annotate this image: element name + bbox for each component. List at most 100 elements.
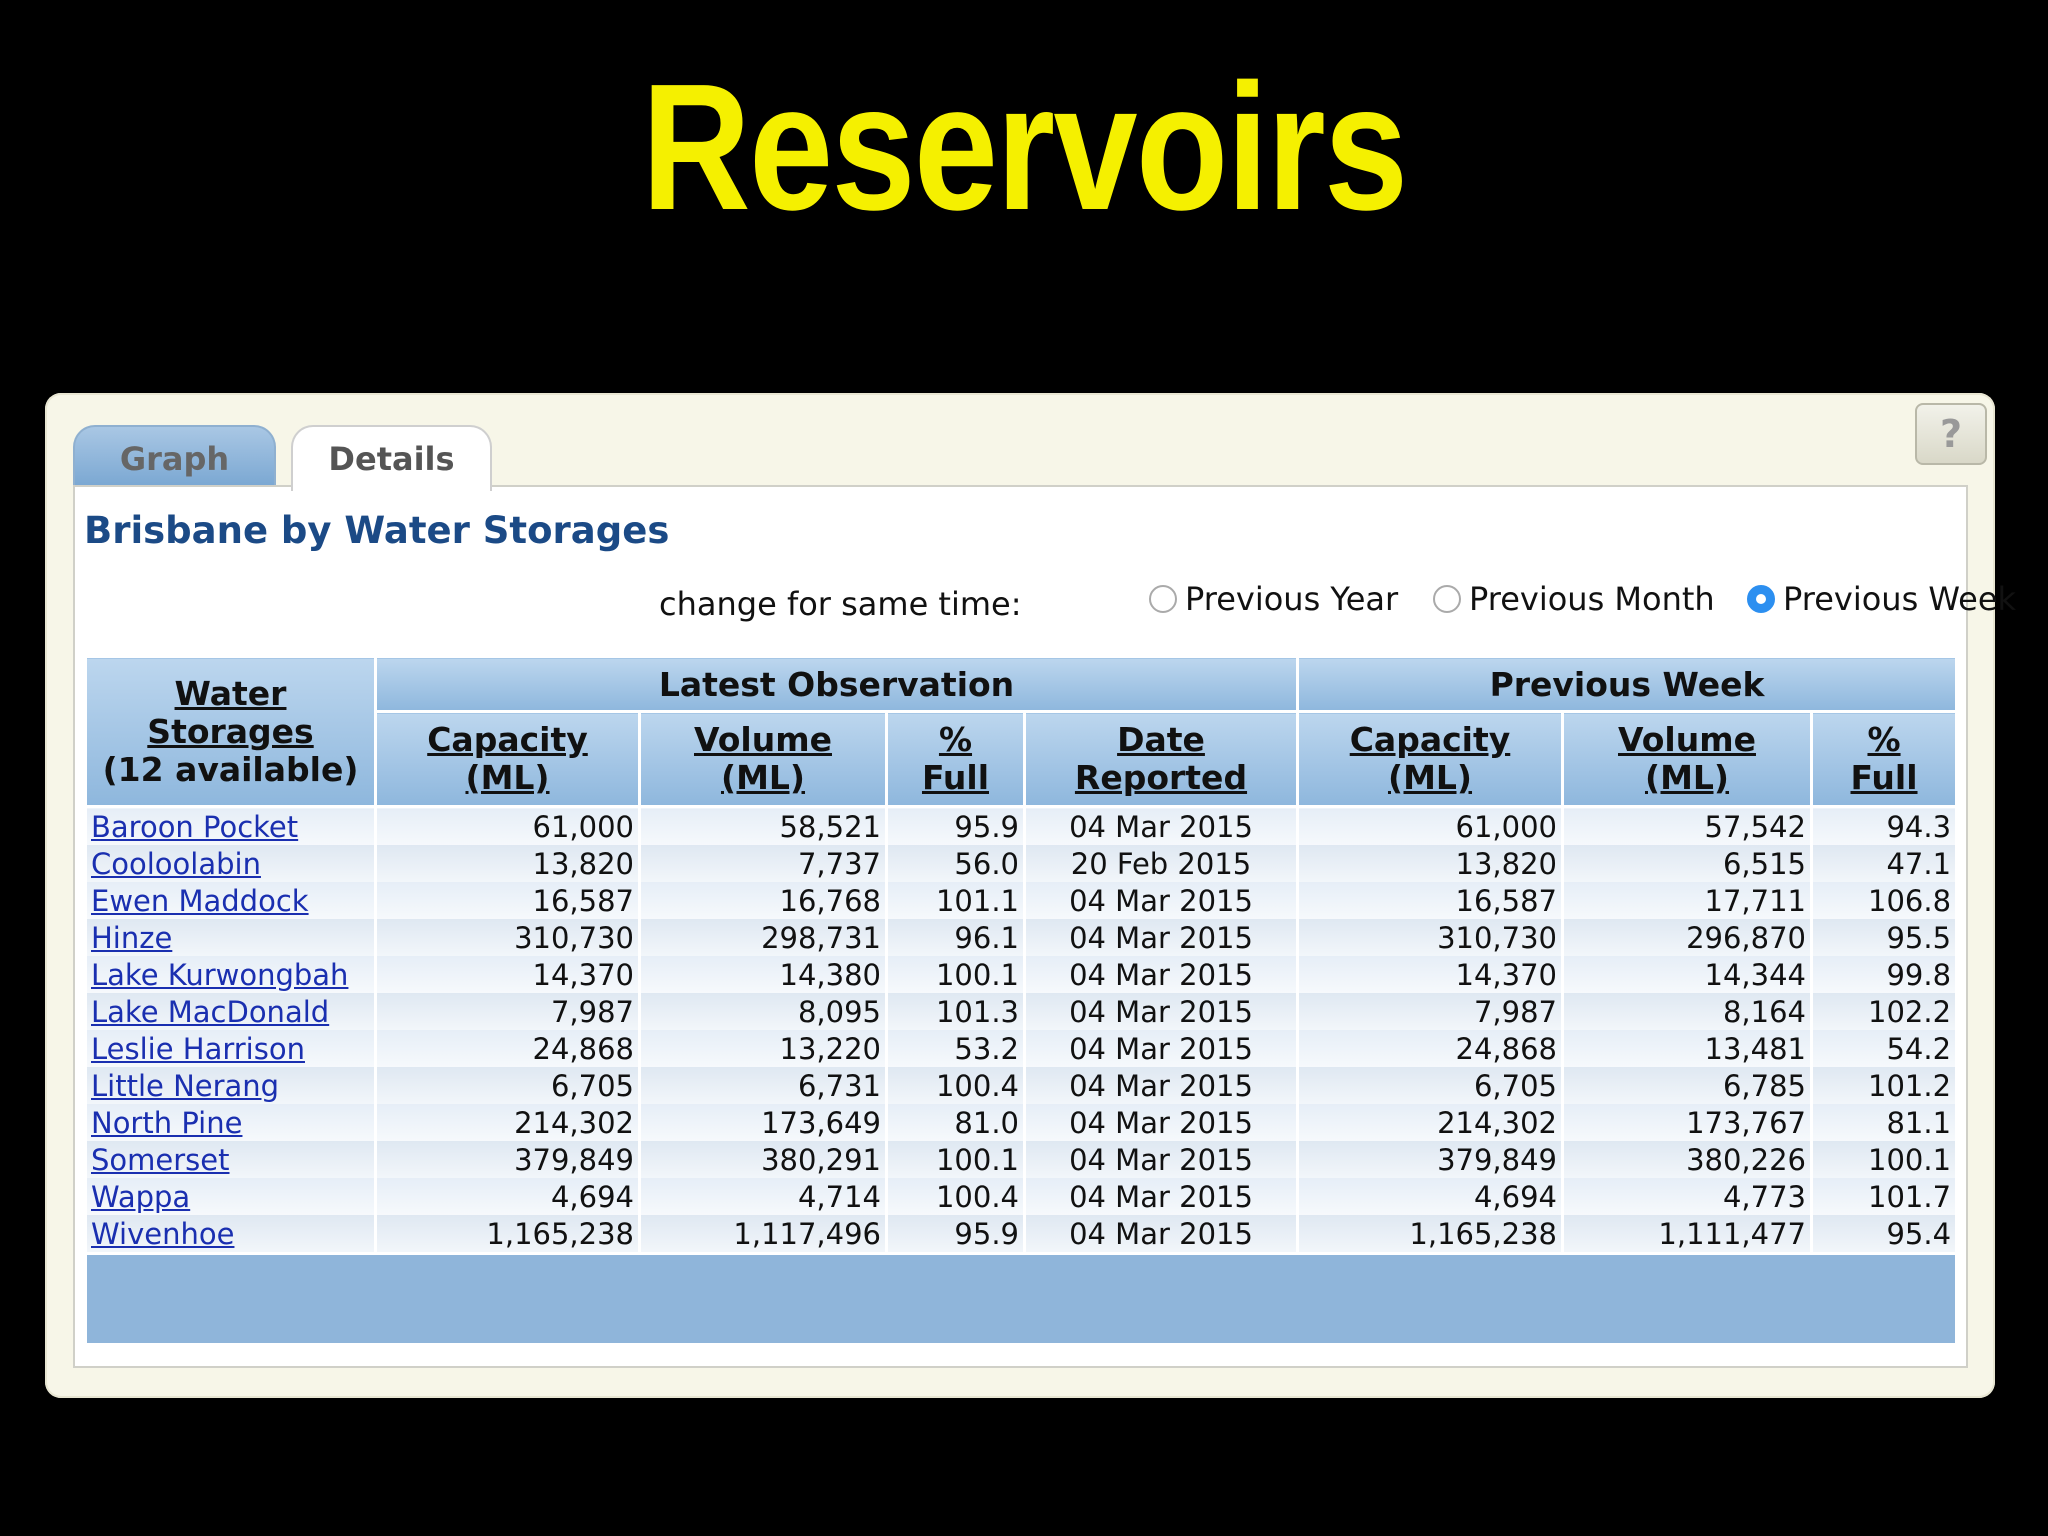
cell-volume: 298,731 <box>638 919 888 956</box>
cell-volume: 6,731 <box>638 1067 888 1104</box>
table-row: North Pine 214,302 173,649 81.0 04 Mar 2015 2… <box>84 1104 1959 1141</box>
header-line[interactable]: Water <box>174 673 287 713</box>
column-header-previous-volume[interactable]: Volume (ML) <box>1561 710 1813 808</box>
cell-previous-percent-full: 81.1 <box>1809 1104 1959 1141</box>
cell-previous-capacity: 16,587 <box>1296 882 1564 919</box>
column-header-capacity[interactable]: Capacity (ML) <box>374 710 641 808</box>
header-line[interactable]: Storages <box>147 711 314 751</box>
cell-previous-percent-full: 100.1 <box>1809 1141 1959 1178</box>
cell-previous-volume: 4,773 <box>1561 1178 1813 1215</box>
cell-storage-name: Hinze <box>84 919 377 956</box>
cell-previous-volume: 8,164 <box>1561 993 1813 1030</box>
cell-capacity: 13,820 <box>374 845 641 882</box>
column-header-previous-capacity[interactable]: Capacity (ML) <box>1296 710 1564 808</box>
column-header-volume[interactable]: Volume (ML) <box>638 710 888 808</box>
cell-previous-volume: 1,111,477 <box>1561 1215 1813 1254</box>
cell-previous-capacity: 1,165,238 <box>1296 1215 1564 1254</box>
cell-volume: 8,095 <box>638 993 888 1030</box>
cell-date-reported: 04 Mar 2015 <box>1023 1215 1299 1254</box>
tab-details[interactable]: Details <box>291 425 492 491</box>
cell-percent-full: 100.1 <box>885 1141 1026 1178</box>
radio-circle-icon[interactable] <box>1433 585 1461 613</box>
radio-previous-month[interactable]: Previous Month <box>1433 580 1715 618</box>
cell-volume: 7,737 <box>638 845 888 882</box>
cell-previous-volume: 14,344 <box>1561 956 1813 993</box>
cell-percent-full: 95.9 <box>885 806 1026 845</box>
cell-percent-full: 56.0 <box>885 845 1026 882</box>
radio-selected-icon[interactable] <box>1747 585 1775 613</box>
help-button[interactable]: ? <box>1915 403 1987 465</box>
cell-previous-volume: 296,870 <box>1561 919 1813 956</box>
storage-link[interactable]: Wappa <box>91 1179 191 1214</box>
cell-volume: 380,291 <box>638 1141 888 1178</box>
radio-label: Previous Year <box>1185 580 1399 618</box>
cell-percent-full: 95.9 <box>885 1215 1026 1254</box>
cell-previous-volume: 6,785 <box>1561 1067 1813 1104</box>
column-header-date-reported[interactable]: Date Reported <box>1023 710 1299 808</box>
cell-date-reported: 04 Mar 2015 <box>1023 806 1299 845</box>
storage-link[interactable]: Little Nerang <box>91 1068 280 1103</box>
header-line: (12 available) <box>102 749 359 789</box>
cell-percent-full: 100.4 <box>885 1067 1026 1104</box>
cell-date-reported: 04 Mar 2015 <box>1023 1067 1299 1104</box>
cell-volume: 173,649 <box>638 1104 888 1141</box>
table-row: Somerset 379,849 380,291 100.1 04 Mar 2015 37… <box>84 1141 1959 1178</box>
storage-link[interactable]: Lake MacDonald <box>91 994 330 1029</box>
table-body: Baroon Pocket 61,000 58,521 95.9 04 Mar 2015… <box>83 806 1959 1343</box>
radio-circle-icon[interactable] <box>1149 585 1177 613</box>
cell-volume: 14,380 <box>638 956 888 993</box>
cell-capacity: 310,730 <box>374 919 641 956</box>
cell-date-reported: 04 Mar 2015 <box>1023 1104 1299 1141</box>
cell-previous-volume: 57,542 <box>1561 806 1813 845</box>
cell-previous-volume: 17,711 <box>1561 882 1813 919</box>
cell-previous-capacity: 6,705 <box>1296 1067 1564 1104</box>
cell-date-reported: 04 Mar 2015 <box>1023 1141 1299 1178</box>
cell-previous-percent-full: 95.4 <box>1809 1215 1959 1254</box>
cell-capacity: 4,694 <box>374 1178 641 1215</box>
cell-previous-percent-full: 95.5 <box>1809 919 1959 956</box>
storage-link[interactable]: Hinze <box>91 920 173 955</box>
table-row: Lake MacDonald 7,987 8,095 101.3 04 Mar 2015… <box>84 993 1959 1030</box>
cell-percent-full: 101.3 <box>885 993 1026 1030</box>
cell-percent-full: 81.0 <box>885 1104 1026 1141</box>
storage-link[interactable]: North Pine <box>91 1105 243 1140</box>
radio-previous-year[interactable]: Previous Year <box>1149 580 1398 618</box>
water-storage-table: Water Storages (12 available) Latest Obs… <box>83 655 1959 1343</box>
cell-storage-name: Little Nerang <box>84 1067 377 1104</box>
cell-previous-volume: 173,767 <box>1561 1104 1813 1141</box>
storage-link[interactable]: Somerset <box>91 1142 230 1177</box>
cell-date-reported: 04 Mar 2015 <box>1023 956 1299 993</box>
radio-previous-week[interactable]: Previous Week <box>1747 580 2016 618</box>
cell-percent-full: 100.4 <box>885 1178 1026 1215</box>
tab-graph[interactable]: Graph <box>73 425 276 487</box>
cell-capacity: 61,000 <box>374 806 641 845</box>
cell-previous-percent-full: 101.2 <box>1809 1067 1959 1104</box>
cell-previous-percent-full: 106.8 <box>1809 882 1959 919</box>
cell-previous-capacity: 4,694 <box>1296 1178 1564 1215</box>
storage-link[interactable]: Cooloolabin <box>91 846 261 881</box>
cell-storage-name: Somerset <box>84 1141 377 1178</box>
water-storage-panel: Graph Details ? Brisbane by Water Storag… <box>45 393 2016 1398</box>
column-header-percent-full[interactable]: % Full <box>885 710 1026 808</box>
cell-previous-percent-full: 54.2 <box>1809 1030 1959 1067</box>
group-header-latest-observation: Latest Observation <box>374 655 1299 713</box>
cell-previous-volume: 6,515 <box>1561 845 1813 882</box>
change-label: change for same time: <box>659 585 1022 623</box>
storage-link[interactable]: Leslie Harrison <box>91 1031 305 1066</box>
cell-date-reported: 04 Mar 2015 <box>1023 993 1299 1030</box>
cell-storage-name: Baroon Pocket <box>84 806 377 845</box>
cell-date-reported: 04 Mar 2015 <box>1023 919 1299 956</box>
column-header-water-storages[interactable]: Water Storages (12 available) <box>84 655 377 808</box>
cell-previous-percent-full: 101.7 <box>1809 1178 1959 1215</box>
cell-capacity: 6,705 <box>374 1067 641 1104</box>
storage-link[interactable]: Lake Kurwongbah <box>91 957 349 992</box>
column-header-previous-percent-full[interactable]: % Full <box>1809 710 1959 808</box>
group-header-previous-week: Previous Week <box>1295 655 1959 713</box>
cell-previous-percent-full: 94.3 <box>1809 806 1959 845</box>
cell-percent-full: 53.2 <box>885 1030 1026 1067</box>
cell-date-reported: 04 Mar 2015 <box>1023 1030 1299 1067</box>
storage-link[interactable]: Wivenhoe <box>91 1216 235 1251</box>
cell-storage-name: Leslie Harrison <box>84 1030 377 1067</box>
storage-link[interactable]: Baroon Pocket <box>91 809 299 844</box>
storage-link[interactable]: Ewen Maddock <box>91 883 309 918</box>
